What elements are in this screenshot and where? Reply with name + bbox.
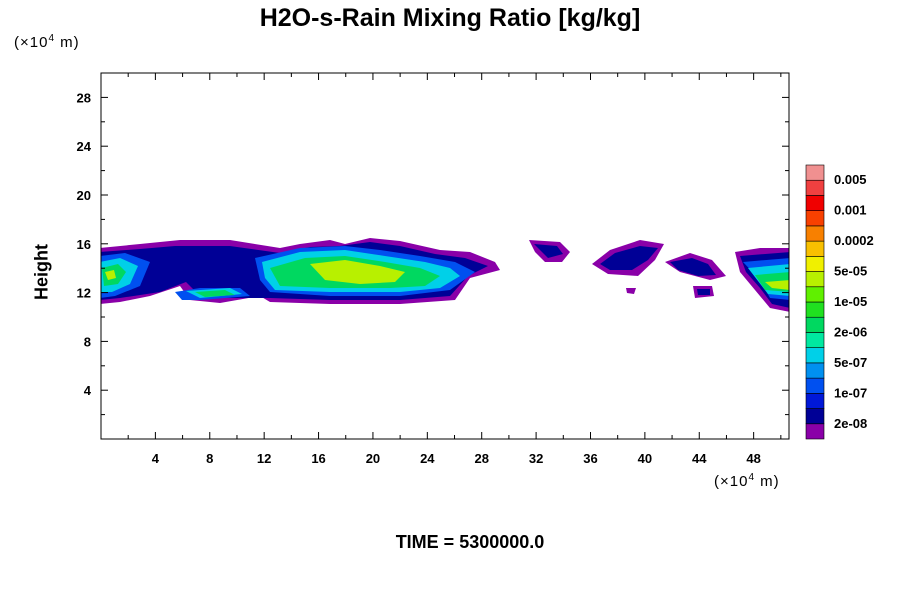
colorbar-swatch <box>805 286 825 303</box>
y-tick-label: 16 <box>77 237 91 252</box>
x-tick-label: 48 <box>746 451 760 466</box>
colorbar-label: 0.0002 <box>834 233 874 248</box>
x-tick-label: 32 <box>529 451 543 466</box>
colorbar-swatch <box>805 179 825 196</box>
colorbar-swatch <box>805 301 825 318</box>
y-tick-label: 12 <box>77 286 91 301</box>
x-axis: 4 8 12 16 20 24 28 32 36 40 44 48 <box>127 73 782 466</box>
colorbar-swatch <box>805 164 825 181</box>
y-tick-label: 4 <box>84 383 92 398</box>
x-tick-label: 36 <box>583 451 597 466</box>
colorbar-swatch <box>805 408 825 425</box>
colorbar-label: 1e-05 <box>834 294 867 309</box>
x-tick-label: 16 <box>311 451 325 466</box>
x-tick-label: 24 <box>420 451 435 466</box>
x-tick-label: 44 <box>692 451 707 466</box>
y-axis: 4 8 12 16 20 24 28 <box>77 72 789 416</box>
y-tick-label: 8 <box>84 334 91 349</box>
y-tick-label: 20 <box>77 188 91 203</box>
chart-title: H2O-s-Rain Mixing Ratio [kg/kg] <box>259 4 641 32</box>
colorbar-swatch <box>805 423 825 440</box>
colorbar-label: 0.001 <box>834 203 867 218</box>
colorbar-swatch <box>805 377 825 394</box>
colorbar-swatch <box>805 195 825 211</box>
colorbar-label: 2e-08 <box>834 416 867 431</box>
x-tick-label: 8 <box>206 451 213 466</box>
plot-frame <box>100 72 790 440</box>
colorbar-swatch <box>805 347 825 364</box>
colorbar-swatch <box>805 210 825 227</box>
x-tick-label: 28 <box>474 451 488 466</box>
colorbar-swatch <box>805 240 825 257</box>
colorbar-label: 5e-05 <box>834 264 867 279</box>
y-tick-label: 28 <box>77 90 91 105</box>
y-tick-label: 24 <box>77 139 92 154</box>
colorbar: 2e-08 1e-07 5e-07 2e-06 1e-05 5e-05 0.0002 0.00… <box>805 164 874 440</box>
colorbar-swatch <box>805 316 825 333</box>
colorbar-label: 2e-06 <box>834 324 867 339</box>
colorbar-label: 1e-07 <box>834 385 867 400</box>
x-tick-label: 20 <box>366 451 380 466</box>
x-tick-label: 12 <box>257 451 271 466</box>
colorbar-swatch <box>805 332 825 348</box>
x-axis-unit: (×104 m) <box>714 472 780 490</box>
x-tick-label: 4 <box>152 451 160 466</box>
colorbar-label: 0.005 <box>834 172 867 187</box>
contour-field <box>101 238 789 312</box>
colorbar-swatch <box>805 393 825 409</box>
y-axis-unit: (×104 m) <box>14 33 80 51</box>
colorbar-swatch <box>805 362 825 379</box>
colorbar-label: 5e-07 <box>834 355 867 370</box>
colorbar-swatch <box>805 256 825 272</box>
colorbar-swatch <box>805 225 825 242</box>
time-label: TIME = 5300000.0 <box>395 532 545 552</box>
colorbar-swatch <box>805 271 825 288</box>
x-tick-label: 40 <box>638 451 652 466</box>
